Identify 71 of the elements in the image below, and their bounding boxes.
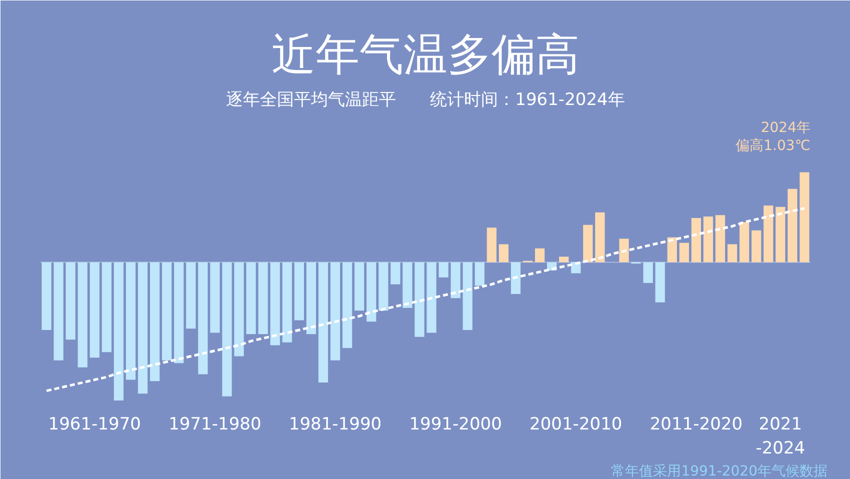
bar	[583, 224, 593, 262]
bar	[258, 262, 268, 334]
bar	[90, 262, 100, 358]
bar	[222, 262, 232, 396]
text: 2024年	[760, 120, 811, 136]
bar	[270, 262, 280, 346]
bar	[559, 256, 569, 262]
bar	[462, 262, 472, 330]
bar	[643, 262, 653, 283]
bar	[679, 242, 689, 262]
x-tick-label: 2001-2010	[530, 414, 622, 434]
bar	[234, 262, 244, 356]
x-tick-label: 1991-2000	[409, 414, 502, 434]
bar	[788, 188, 798, 262]
x-tick-label: 2011-2020	[650, 414, 743, 434]
bar	[330, 262, 340, 360]
bar	[366, 262, 376, 322]
x-tick-label: 1961-1970	[48, 414, 141, 434]
bar	[800, 172, 810, 262]
bar	[703, 216, 714, 262]
bar	[474, 262, 484, 286]
x-tick-label: 1981-1990	[288, 414, 382, 434]
bar	[378, 262, 388, 311]
bar	[282, 262, 292, 342]
bar	[294, 262, 304, 320]
bar	[138, 262, 148, 394]
bar	[414, 262, 424, 337]
text: 偏高1.03℃	[736, 138, 811, 154]
bar	[486, 228, 496, 262]
bar	[402, 262, 412, 308]
bar	[595, 212, 605, 262]
chart-subtitle: 逐年全国平均气温距平 统计时间：1961-2024年	[226, 90, 625, 110]
bar	[691, 218, 702, 262]
bar	[318, 262, 328, 383]
bar	[619, 238, 629, 262]
bar	[715, 215, 726, 262]
bar	[198, 262, 208, 374]
bar	[510, 262, 521, 294]
bar	[246, 262, 256, 334]
bar	[342, 262, 352, 348]
bar	[776, 206, 786, 262]
bar	[764, 205, 774, 262]
chart-title: 近年气温多偏高	[272, 30, 580, 81]
bar	[426, 262, 436, 333]
bar	[390, 262, 400, 284]
bar	[752, 230, 762, 262]
x-tick-label: 2021-2024	[756, 414, 806, 458]
bar	[186, 262, 196, 329]
bar	[306, 262, 316, 334]
bar	[354, 262, 364, 311]
bar	[66, 262, 76, 340]
bar	[727, 244, 738, 262]
bar	[174, 262, 184, 364]
bar	[102, 262, 112, 352]
bar	[114, 262, 124, 401]
bar	[667, 237, 677, 262]
bar	[534, 248, 545, 262]
bar	[450, 262, 460, 298]
x-tick-label: 1971-1980	[168, 414, 262, 434]
bar	[740, 222, 750, 262]
text: 常年值采用1991-2020年气候数据	[611, 464, 828, 479]
bar	[438, 262, 448, 278]
bar	[42, 262, 52, 330]
bar	[150, 262, 160, 382]
bar	[162, 262, 172, 360]
bar	[126, 262, 136, 380]
bar	[210, 262, 220, 333]
bar	[78, 262, 88, 368]
bar	[54, 262, 64, 360]
bar	[655, 262, 665, 302]
bar	[498, 244, 509, 262]
